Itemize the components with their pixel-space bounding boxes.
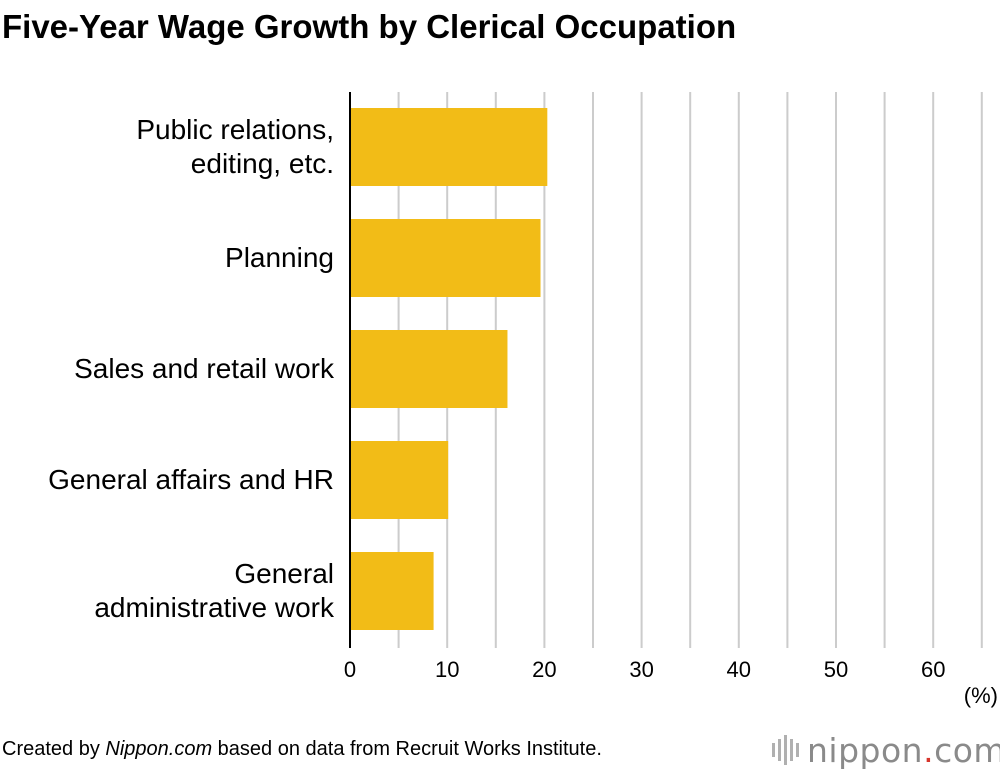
brand-tld: com: [934, 730, 1000, 770]
x-tick-label: 10: [435, 657, 459, 682]
bar: [350, 219, 541, 297]
x-axis-ticks: 0 10 20 30 40 50 60: [344, 657, 946, 682]
x-tick-label: 20: [532, 657, 556, 682]
x-tick-label: 50: [824, 657, 848, 682]
category-label: General affairs and HR: [48, 464, 334, 495]
category-label: Public relations,: [136, 114, 334, 145]
category-label: editing, etc.: [191, 148, 334, 179]
category-label: Planning: [225, 242, 334, 273]
x-tick-label: 0: [344, 657, 356, 682]
source-name: Nippon.com: [105, 738, 213, 760]
category-labels: Public relations,editing, etc. Planning Sa…: [48, 114, 335, 623]
x-axis-unit-label: (%): [964, 683, 998, 708]
category-label: administrative work: [94, 592, 335, 623]
source-prefix: Created by: [2, 738, 106, 760]
category-label: General: [234, 558, 334, 589]
bar: [350, 552, 434, 630]
chart-title: Five-Year Wage Growth by Clerical Occupa…: [2, 8, 736, 45]
nippon-logo-bars-icon: [772, 735, 799, 765]
brand-wordmark: nippon.com: [807, 731, 1000, 770]
bar: [350, 330, 508, 408]
source-note: Created by Nippon.com based on data from…: [2, 738, 602, 761]
brand-logo: nippon.com: [772, 730, 1000, 770]
bar: [350, 441, 449, 519]
x-tick-label: 30: [629, 657, 653, 682]
brand-dot: .: [923, 730, 935, 770]
x-tick-label: 40: [727, 657, 751, 682]
category-label: Sales and retail work: [74, 353, 335, 384]
x-tick-label: 60: [921, 657, 945, 682]
bars: [350, 108, 548, 630]
bar: [350, 108, 548, 186]
source-suffix: based on data from Recruit Works Institu…: [212, 738, 602, 760]
brand-name: nippon: [807, 730, 924, 770]
